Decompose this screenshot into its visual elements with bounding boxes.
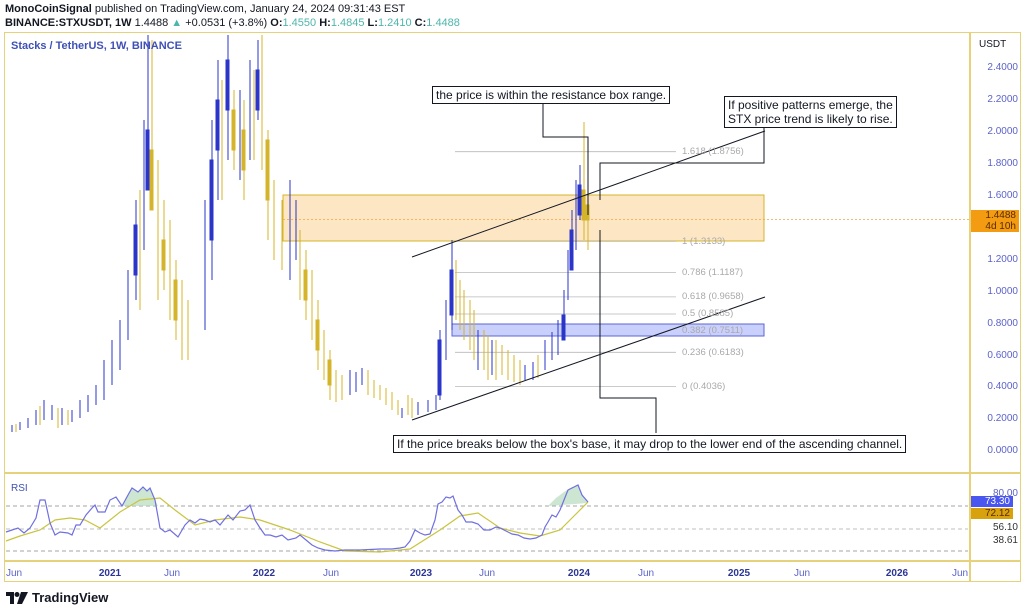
price-tick: 1.8000 bbox=[987, 158, 1018, 169]
time-label: 2023 bbox=[409, 568, 433, 579]
current-price: 1.4488 bbox=[985, 210, 1016, 221]
callout-resistance-line bbox=[542, 102, 589, 215]
fib-level-0: 0 (0.4036) bbox=[682, 381, 726, 392]
price-tick: 1.0000 bbox=[987, 286, 1018, 297]
time-label: Jun bbox=[478, 568, 496, 579]
price-tick: 2.2000 bbox=[987, 94, 1018, 105]
price-axis-frame[interactable] bbox=[969, 32, 1021, 474]
rsi-pane-frame bbox=[4, 472, 971, 562]
rsi-chart bbox=[5, 484, 968, 553]
rsi-tick-80: 80.00 bbox=[992, 488, 1018, 499]
time-label: Jun bbox=[951, 568, 969, 579]
time-label: 2021 bbox=[98, 568, 122, 579]
symbol-info: BINANCE:STXUSDT, 1W 1.4488 ▲ +0.0531 (+3… bbox=[5, 17, 460, 29]
price-tick: 1.6000 bbox=[987, 190, 1018, 201]
price-tick: 0.2000 bbox=[987, 413, 1018, 424]
price-tick: 2.4000 bbox=[987, 62, 1018, 73]
time-label: 2022 bbox=[252, 568, 276, 579]
price-change: +0.0531 (+3.8%) bbox=[185, 17, 268, 29]
time-axis-frame[interactable] bbox=[4, 560, 971, 582]
fib-level-1618: 1.618 (1.8756) bbox=[682, 146, 744, 157]
price-tick: 2.0000 bbox=[987, 126, 1018, 137]
time-label: Jun bbox=[322, 568, 340, 579]
low-value: 1.2410 bbox=[377, 17, 412, 29]
price-tick: 0.4000 bbox=[987, 381, 1018, 392]
author-name[interactable]: MonoCoinSignal bbox=[5, 3, 92, 15]
last-price: 1.4488 bbox=[134, 17, 169, 29]
fib-level-0786: 0.786 (1.1187) bbox=[682, 267, 744, 278]
price-tick: 0.0000 bbox=[987, 445, 1018, 456]
symbol: BINANCE:STXUSDT, 1W bbox=[5, 17, 132, 29]
low-label: L: bbox=[367, 17, 378, 29]
fib-level-05: 0.5 (0.8585) bbox=[682, 308, 734, 319]
resistance-box bbox=[282, 194, 765, 242]
callout-breakdown-line bbox=[599, 230, 657, 433]
tradingview-logo[interactable]: TradingView bbox=[6, 590, 108, 605]
price-tick: 0.6000 bbox=[987, 350, 1018, 361]
note-positive[interactable]: If positive patterns emerge, the STX pri… bbox=[724, 96, 897, 128]
note-resistance[interactable]: the price is within the resistance box r… bbox=[432, 86, 671, 104]
price-tick: 1.2000 bbox=[987, 254, 1018, 265]
time-label: 2024 bbox=[567, 568, 591, 579]
rsi-ma-value-tag: 72.12 bbox=[971, 508, 1013, 519]
rsi-value-tag: 73.30 bbox=[971, 496, 1013, 507]
time-label: 2026 bbox=[885, 568, 909, 579]
close-value: 1.4488 bbox=[426, 17, 460, 29]
fib-level-0382: 0.382 (0.7511) bbox=[682, 325, 744, 336]
fib-level-0618: 0.618 (0.9658) bbox=[682, 291, 744, 302]
close-label: C: bbox=[414, 17, 427, 29]
candles bbox=[11, 35, 590, 432]
currency-label[interactable]: USDT bbox=[979, 39, 1007, 50]
current-price-tag: 1.4488 4d 10h bbox=[971, 210, 1019, 232]
logo-text: TradingView bbox=[32, 590, 109, 605]
time-label: Jun bbox=[793, 568, 811, 579]
rsi-tick-38: 38.61 bbox=[992, 535, 1018, 546]
price-tick: 0.8000 bbox=[987, 318, 1018, 329]
publish-text: published on TradingView.com, January 24… bbox=[94, 3, 406, 15]
fib-level-0236: 0.236 (0.6183) bbox=[682, 347, 744, 358]
channel-lower-line bbox=[411, 296, 766, 421]
publish-info: MonoCoinSignal published on TradingView.… bbox=[5, 3, 405, 15]
bar-countdown: 4d 10h bbox=[985, 221, 1016, 232]
callout-positive-line bbox=[599, 126, 765, 200]
time-label: Jun bbox=[5, 568, 23, 579]
rsi-title[interactable]: RSI bbox=[11, 483, 28, 494]
open-value: 1.4550 bbox=[282, 17, 317, 29]
main-pane-frame bbox=[4, 32, 971, 474]
up-triangle-icon: ▲ bbox=[171, 17, 183, 29]
high-label: H: bbox=[319, 17, 331, 29]
time-label: 2025 bbox=[727, 568, 751, 579]
corner-frame bbox=[969, 560, 1021, 582]
high-value: 1.4845 bbox=[330, 17, 365, 29]
rsi-tick-56: 56.10 bbox=[992, 522, 1018, 533]
rsi-axis-frame[interactable] bbox=[969, 472, 1021, 562]
tradingview-logo-icon bbox=[6, 591, 28, 604]
open-label: O: bbox=[270, 17, 283, 29]
time-label: Jun bbox=[637, 568, 655, 579]
fib-level-1: 1 (1.3133) bbox=[682, 236, 726, 247]
pane-title: Stacks / TetherUS, 1W, BINANCE bbox=[11, 40, 182, 52]
note-breakdown[interactable]: If the price breaks below the box's base… bbox=[393, 435, 907, 453]
time-label: Jun bbox=[163, 568, 181, 579]
